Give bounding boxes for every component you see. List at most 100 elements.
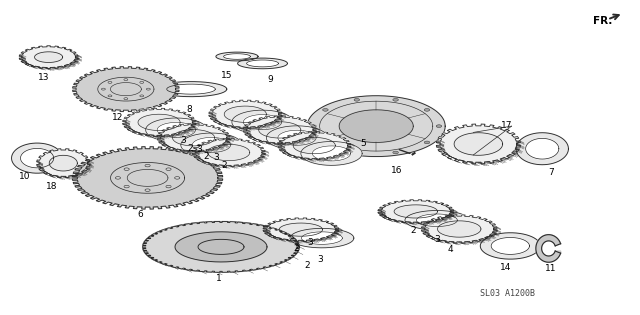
- Text: SL03 A1200B: SL03 A1200B: [479, 289, 534, 298]
- Text: 8: 8: [186, 105, 192, 114]
- Text: 4: 4: [447, 244, 453, 254]
- Polygon shape: [394, 205, 438, 218]
- Polygon shape: [263, 218, 339, 241]
- Circle shape: [393, 99, 398, 101]
- Circle shape: [323, 108, 328, 111]
- Text: 17: 17: [501, 121, 513, 130]
- Text: 2: 2: [221, 161, 227, 170]
- Circle shape: [436, 125, 442, 128]
- Text: 9: 9: [268, 75, 273, 83]
- Text: 7: 7: [548, 168, 554, 177]
- Polygon shape: [525, 138, 559, 159]
- Polygon shape: [49, 155, 77, 171]
- Text: 3: 3: [180, 136, 186, 145]
- Polygon shape: [20, 148, 54, 168]
- Polygon shape: [224, 106, 266, 122]
- Polygon shape: [143, 221, 300, 272]
- Polygon shape: [266, 126, 328, 150]
- Polygon shape: [237, 58, 287, 69]
- Text: 3: 3: [214, 153, 220, 162]
- Polygon shape: [278, 131, 351, 160]
- Circle shape: [354, 99, 360, 101]
- Polygon shape: [243, 115, 282, 129]
- Polygon shape: [138, 114, 180, 130]
- Polygon shape: [12, 143, 63, 173]
- Polygon shape: [127, 169, 168, 186]
- Polygon shape: [35, 52, 63, 62]
- Polygon shape: [378, 200, 454, 223]
- Text: 14: 14: [499, 263, 511, 272]
- Text: 6: 6: [137, 210, 143, 219]
- Polygon shape: [157, 122, 195, 137]
- Polygon shape: [192, 138, 265, 167]
- Polygon shape: [417, 214, 458, 226]
- Polygon shape: [516, 133, 568, 165]
- Polygon shape: [167, 84, 215, 94]
- Polygon shape: [339, 110, 413, 142]
- Polygon shape: [301, 232, 342, 244]
- Polygon shape: [480, 233, 540, 259]
- Polygon shape: [156, 82, 227, 97]
- Polygon shape: [436, 124, 520, 164]
- Polygon shape: [536, 235, 561, 262]
- Text: 3: 3: [434, 235, 440, 244]
- Text: 3: 3: [307, 238, 313, 247]
- Text: 10: 10: [19, 172, 31, 181]
- Polygon shape: [207, 144, 250, 161]
- Polygon shape: [259, 122, 301, 138]
- Polygon shape: [405, 210, 468, 230]
- Polygon shape: [279, 223, 323, 236]
- Polygon shape: [307, 96, 445, 157]
- Text: 16: 16: [391, 166, 403, 175]
- Polygon shape: [293, 137, 335, 154]
- Polygon shape: [301, 141, 362, 165]
- Text: 13: 13: [38, 73, 49, 82]
- Text: 3: 3: [196, 145, 202, 153]
- Polygon shape: [72, 147, 223, 209]
- Polygon shape: [72, 67, 179, 112]
- Polygon shape: [36, 149, 90, 178]
- Polygon shape: [157, 123, 230, 152]
- Polygon shape: [243, 116, 316, 144]
- Text: 2: 2: [410, 226, 416, 235]
- Polygon shape: [209, 100, 282, 128]
- Text: 3: 3: [317, 255, 323, 264]
- Text: 2: 2: [305, 261, 310, 270]
- Text: 1: 1: [216, 274, 222, 283]
- Polygon shape: [111, 163, 184, 193]
- Polygon shape: [223, 54, 250, 59]
- Polygon shape: [19, 46, 78, 69]
- Polygon shape: [232, 110, 293, 134]
- Polygon shape: [175, 232, 267, 262]
- Polygon shape: [146, 118, 207, 142]
- Polygon shape: [421, 215, 497, 243]
- Circle shape: [310, 125, 316, 128]
- Circle shape: [424, 141, 429, 144]
- Polygon shape: [98, 77, 154, 101]
- Polygon shape: [173, 129, 214, 146]
- Circle shape: [354, 151, 360, 154]
- Polygon shape: [180, 133, 242, 157]
- Text: 5: 5: [360, 139, 365, 148]
- Polygon shape: [111, 83, 141, 96]
- Polygon shape: [192, 137, 230, 152]
- Polygon shape: [278, 130, 316, 145]
- Polygon shape: [312, 146, 351, 161]
- Text: 15: 15: [221, 72, 232, 80]
- Polygon shape: [438, 221, 481, 237]
- Polygon shape: [290, 228, 354, 248]
- Polygon shape: [454, 133, 502, 155]
- Polygon shape: [246, 60, 278, 67]
- Text: 2: 2: [204, 152, 209, 161]
- Text: FR.: FR.: [593, 16, 612, 26]
- Polygon shape: [143, 221, 300, 272]
- Polygon shape: [491, 238, 529, 255]
- Polygon shape: [77, 149, 218, 207]
- Polygon shape: [76, 68, 175, 110]
- Polygon shape: [216, 52, 258, 61]
- Circle shape: [323, 141, 328, 144]
- Text: 18: 18: [46, 182, 58, 191]
- Text: 2: 2: [187, 144, 193, 152]
- Circle shape: [424, 108, 429, 111]
- Text: 12: 12: [112, 113, 124, 122]
